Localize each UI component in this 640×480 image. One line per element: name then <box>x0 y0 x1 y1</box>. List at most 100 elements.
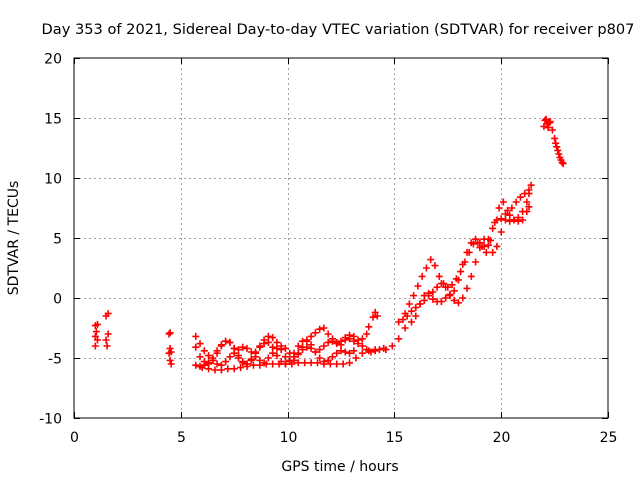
data-point <box>407 318 415 326</box>
data-point <box>93 320 101 328</box>
y-ticks: -10 -5 0 5 10 15 20 <box>39 52 608 428</box>
data-point <box>341 334 349 342</box>
data-point <box>260 336 268 344</box>
data-point <box>484 241 492 249</box>
data-point <box>102 336 110 344</box>
x-tick-label: 10 <box>280 430 298 446</box>
data-point <box>446 290 454 298</box>
data-point <box>407 307 415 315</box>
y-tick-label: 20 <box>44 52 62 68</box>
data-point <box>527 181 535 189</box>
data-point <box>416 300 424 308</box>
data-point <box>545 119 553 127</box>
data-point <box>316 346 324 354</box>
data-point <box>499 198 507 206</box>
data-point <box>281 360 289 368</box>
data-point <box>294 359 302 367</box>
data-point <box>442 283 450 291</box>
data-point <box>209 354 217 362</box>
data-point <box>239 343 247 351</box>
data-point <box>104 310 112 318</box>
data-point <box>506 217 514 225</box>
data-point <box>192 332 200 340</box>
data-point <box>290 356 298 364</box>
data-point <box>213 347 221 355</box>
data-point <box>339 360 347 368</box>
data-point <box>205 359 213 367</box>
data-point <box>328 353 336 361</box>
data-point <box>337 347 345 355</box>
data-point <box>431 262 439 270</box>
data-point <box>273 344 281 352</box>
data-point <box>465 248 473 256</box>
data-point <box>472 258 480 266</box>
data-point <box>433 283 441 291</box>
data-point <box>472 235 480 243</box>
data-point <box>476 244 484 252</box>
data-point <box>489 224 497 232</box>
data-point <box>217 366 225 374</box>
data-point <box>196 353 204 361</box>
data-point <box>487 236 495 244</box>
data-point <box>418 272 426 280</box>
data-point <box>480 235 488 243</box>
data-point <box>273 338 281 346</box>
x-tick-label: 15 <box>386 430 404 446</box>
data-point <box>301 359 309 367</box>
data-point <box>320 360 328 368</box>
data-point <box>512 198 520 206</box>
data-point <box>91 342 99 350</box>
y-tick-label: 10 <box>44 172 62 188</box>
data-point <box>249 361 257 369</box>
data-point <box>166 329 174 337</box>
data-point <box>358 349 366 357</box>
data-point <box>350 347 358 355</box>
data-point <box>422 264 430 272</box>
grid-lines <box>74 58 608 418</box>
data-point <box>269 349 277 357</box>
data-point <box>469 240 477 248</box>
x-tick-label: 0 <box>70 430 79 446</box>
data-point <box>401 324 409 332</box>
data-point <box>546 118 554 126</box>
data-point <box>373 312 381 320</box>
y-axis-label: SDTVAR / TECUs <box>6 181 22 296</box>
data-point <box>316 354 324 362</box>
data-point <box>482 248 490 256</box>
data-point <box>461 258 469 266</box>
data-point <box>491 218 499 226</box>
data-point <box>222 358 230 366</box>
data-point <box>429 288 437 296</box>
data-point <box>252 349 260 357</box>
data-point <box>508 204 516 212</box>
data-point <box>205 365 213 373</box>
data-point <box>354 336 362 344</box>
data-point <box>437 298 445 306</box>
data-point <box>273 352 281 360</box>
data-point <box>365 323 373 331</box>
data-point <box>307 359 315 367</box>
data-point <box>459 294 467 302</box>
data-point <box>365 347 373 355</box>
data-point <box>275 360 283 368</box>
data-point <box>371 346 379 354</box>
data-point <box>91 332 99 340</box>
data-point <box>501 216 509 224</box>
data-point <box>200 347 208 355</box>
data-point <box>463 284 471 292</box>
data-point <box>371 308 379 316</box>
data-point <box>412 304 420 312</box>
data-point <box>333 349 341 357</box>
data-point <box>523 198 531 206</box>
data-point <box>363 330 371 338</box>
data-point <box>264 354 272 362</box>
data-point <box>324 330 332 338</box>
data-point <box>307 341 315 349</box>
data-point <box>211 366 219 374</box>
data-point <box>294 350 302 358</box>
data-point <box>104 330 112 338</box>
data-point <box>320 342 328 350</box>
x-tick-label: 25 <box>600 430 618 446</box>
data-point <box>324 338 332 346</box>
